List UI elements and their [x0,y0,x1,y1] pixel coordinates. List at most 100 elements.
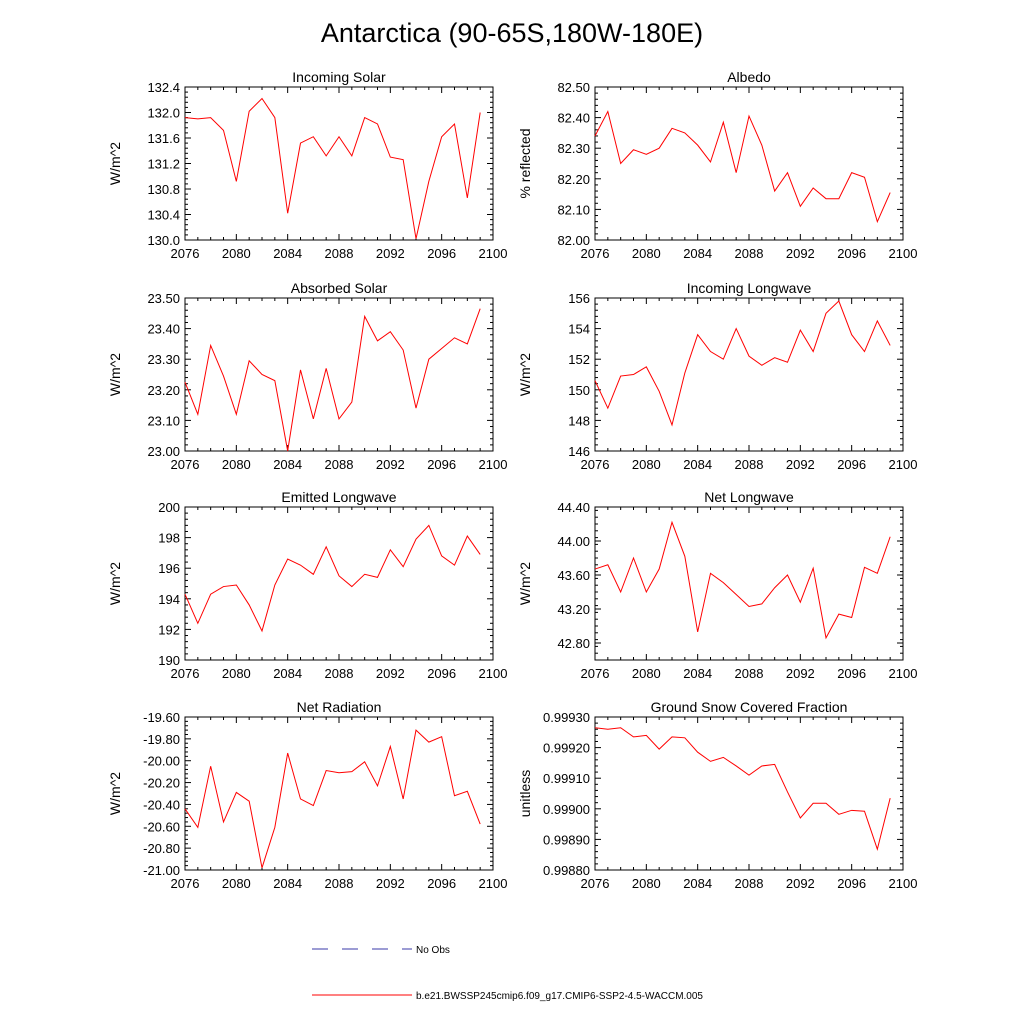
y-tick-label: 196 [158,561,180,576]
plot-frame [594,297,904,452]
y-tick-label: 130.8 [147,182,180,197]
y-axis-label: W/m^2 [517,562,533,605]
x-tick-label: 2096 [427,457,456,472]
x-tick-label: 2088 [325,876,354,891]
y-tick-label: 131.2 [147,157,180,172]
plot-frame [184,86,494,241]
x-tick-label: 2092 [786,666,815,681]
legend: No Obs b.e21.BWSSP245cmip6.f09_g17.CMIP6… [312,945,703,1002]
panel-title: Net Radiation [297,699,382,715]
y-tick-label: 154 [568,322,590,337]
x-tick-label: 2092 [786,246,815,261]
y-tick-label: 82.20 [557,172,590,187]
x-tick-label: 2092 [376,666,405,681]
x-tick-label: 2084 [273,666,302,681]
x-tick-label: 2100 [889,457,918,472]
panel-net-radiation: 2076 2080 2084 2088 2092 2096 2100 -21.00 -20.80… [107,699,507,891]
plot-frame [184,716,494,871]
x-tick-label: 2080 [222,246,251,261]
y-tick-label: 82.50 [557,80,590,95]
series-line [184,729,481,868]
x-tick-label: 2076 [171,246,200,261]
series-line [594,727,891,851]
x-tick-label: 2100 [889,876,918,891]
x-tick-label: 2076 [581,876,610,891]
panel-title: Albedo [727,69,771,85]
y-tick-label: 82.40 [557,111,590,126]
x-tick-label: 2084 [273,457,302,472]
plot-frame [594,716,904,871]
y-tick-label: 130.0 [147,233,180,248]
y-tick-label: 146 [568,444,590,459]
x-tick-label: 2088 [325,457,354,472]
y-tick-label: 0.99910 [543,771,590,786]
y-tick-label: -19.80 [143,732,180,747]
y-tick-label: 44.00 [557,534,590,549]
panel-title: Emitted Longwave [281,489,396,505]
y-tick-label: 23.20 [147,383,180,398]
panel-title: Incoming Longwave [687,280,812,296]
x-tick-label: 2088 [735,457,764,472]
x-tick-label: 2076 [581,666,610,681]
x-tick-label: 2092 [376,876,405,891]
y-axis-label: W/m^2 [107,142,123,185]
y-axis-label: W/m^2 [517,353,533,396]
y-tick-label: 190 [158,653,180,668]
panel-absorbed-solar: 2076 2080 2084 2088 2092 2096 2100 23.00 23.10 23… [107,280,507,472]
x-tick-label: 2076 [581,457,610,472]
x-tick-label: 2100 [479,457,508,472]
y-tick-label: 23.10 [147,413,180,428]
series-line [184,97,481,239]
y-tick-label: 23.30 [147,352,180,367]
panel-title: Net Longwave [704,489,794,505]
x-tick-label: 2084 [273,246,302,261]
x-tick-label: 2092 [786,876,815,891]
y-tick-label: 130.4 [147,208,180,223]
y-tick-label: 0.99880 [543,863,590,878]
y-axis-label: % reflected [517,128,533,198]
x-tick-label: 2096 [837,457,866,472]
x-tick-label: 2100 [479,246,508,261]
y-tick-label: 0.99890 [543,832,590,847]
y-tick-label: 0.99920 [543,741,590,756]
y-tick-label: 192 [158,622,180,637]
y-axis-label: unitless [517,770,533,817]
panel-albedo: 2076 2080 2084 2088 2092 2096 2100 82.00 82.10 82… [517,69,917,261]
x-tick-label: 2080 [632,666,661,681]
x-tick-label: 2100 [889,666,918,681]
y-tick-label: -20.00 [143,754,180,769]
x-tick-label: 2080 [222,666,251,681]
x-tick-label: 2100 [479,876,508,891]
y-tick-label: 44.40 [557,500,590,515]
y-tick-label: 23.50 [147,291,180,306]
y-tick-label: 156 [568,291,590,306]
y-tick-label: -20.60 [143,819,180,834]
x-tick-label: 2084 [273,876,302,891]
x-tick-label: 2096 [427,876,456,891]
y-axis-label: W/m^2 [107,562,123,605]
y-tick-label: 152 [568,352,590,367]
x-tick-label: 2092 [376,246,405,261]
x-tick-label: 2084 [683,457,712,472]
y-tick-label: -20.20 [143,776,180,791]
y-tick-label: 200 [158,500,180,515]
series-line [594,110,891,224]
x-tick-label: 2092 [376,457,405,472]
y-tick-label: 131.6 [147,131,180,146]
y-tick-label: 132.0 [147,106,180,121]
x-tick-label: 2088 [735,666,764,681]
x-tick-label: 2100 [479,666,508,681]
x-tick-label: 2100 [889,246,918,261]
x-tick-label: 2088 [735,876,764,891]
y-tick-label: 43.20 [557,602,590,617]
x-tick-label: 2080 [632,457,661,472]
y-tick-label: 23.40 [147,322,180,337]
y-tick-label: 82.30 [557,141,590,156]
y-tick-label: 82.10 [557,202,590,217]
y-tick-label: -21.00 [143,863,180,878]
panel-title: Ground Snow Covered Fraction [651,699,848,715]
x-tick-label: 2084 [683,246,712,261]
x-tick-label: 2076 [171,457,200,472]
